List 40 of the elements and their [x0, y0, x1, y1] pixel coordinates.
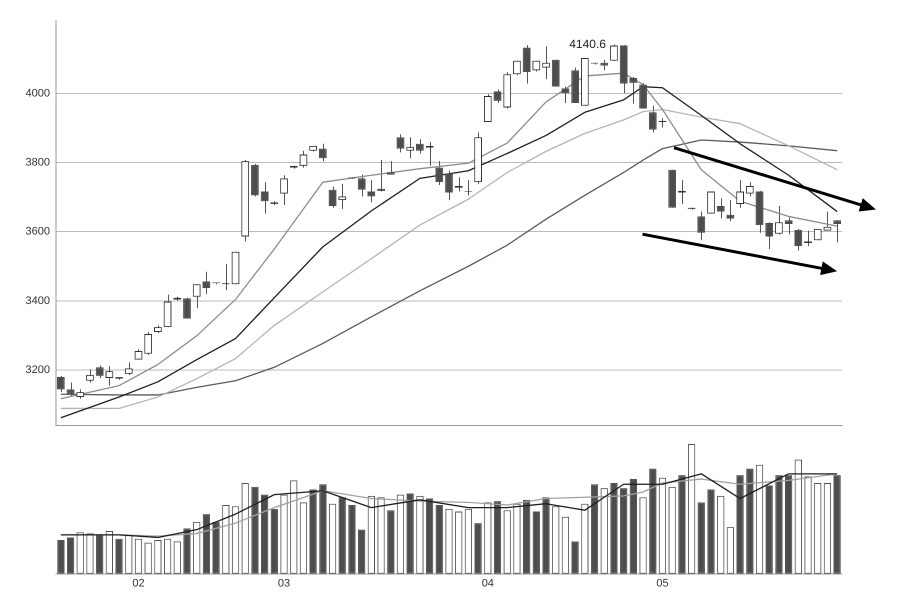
candlestick: [833, 220, 842, 243]
x-tick-label: 05: [656, 577, 669, 590]
candlestick: [416, 138, 424, 154]
candlestick: [639, 82, 647, 109]
candlestick: [164, 294, 172, 328]
x-tick-label: 04: [482, 577, 494, 590]
candlestick: [522, 44, 531, 84]
y-tick-label: 4000: [26, 87, 50, 100]
candlestick: [716, 198, 725, 219]
candlestick: [784, 216, 793, 235]
x-tick-label: 03: [278, 577, 290, 590]
candlestick: [144, 331, 152, 356]
candlestick: [707, 191, 715, 214]
candlestick: [124, 362, 133, 376]
y-tick-label: 3400: [26, 294, 50, 307]
candlestick: [435, 160, 444, 186]
candlestick: [367, 180, 376, 203]
y-tick-label: 3800: [26, 156, 50, 168]
candlestick: [202, 271, 210, 294]
candlestick: [542, 46, 550, 80]
candlestick: [445, 170, 453, 201]
x-tick-label: 02: [132, 577, 145, 590]
candlestick: [484, 94, 492, 122]
candlestick: [765, 222, 774, 250]
candlestick: [610, 44, 618, 62]
candlestick: [513, 60, 521, 76]
annotation: 4140.6: [569, 36, 606, 51]
y-tick-label: 3200: [26, 364, 50, 376]
candlestick: [260, 182, 269, 214]
candlestick: [629, 76, 638, 104]
candlestick: [794, 228, 802, 252]
candlestick: [280, 174, 288, 206]
candlestick: [377, 160, 385, 192]
candlestick: [183, 297, 191, 319]
candlestick: [726, 200, 734, 222]
candlestick: [562, 86, 570, 104]
y-tick-label: 3600: [26, 226, 50, 238]
candlestick: [648, 105, 657, 133]
candlestick: [328, 186, 336, 208]
candlestick: [697, 211, 706, 241]
